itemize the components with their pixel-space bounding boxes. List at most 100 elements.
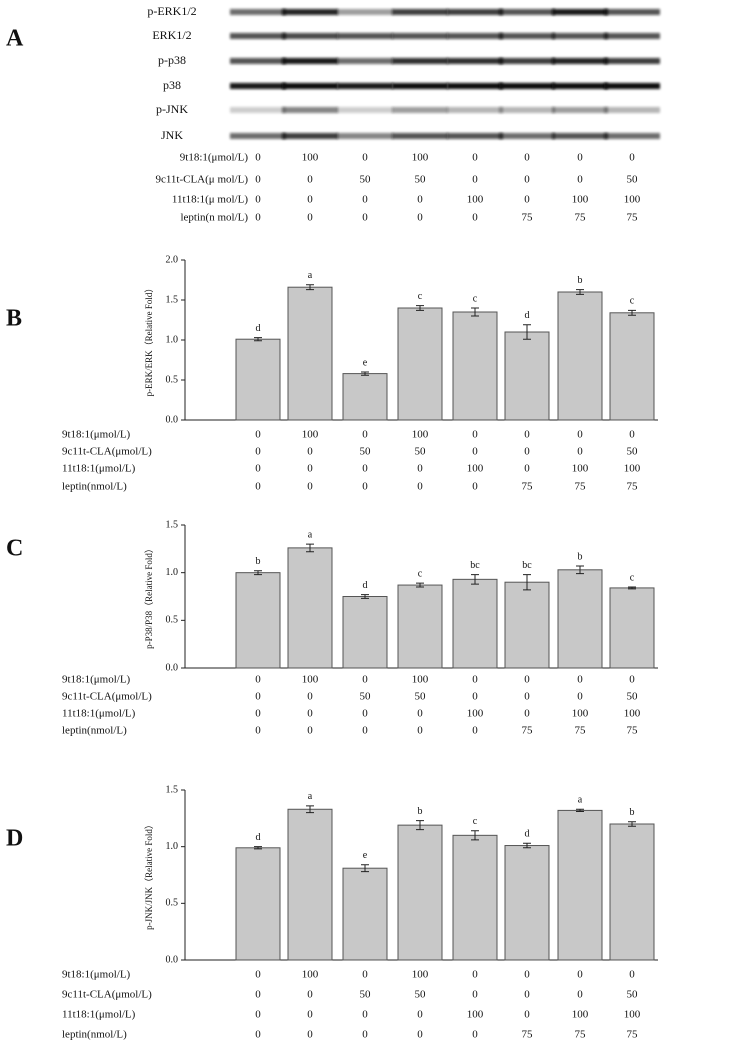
blot-band (552, 133, 608, 139)
blot-band (337, 107, 393, 113)
condition-value: 50 (627, 446, 639, 458)
condition-value: 50 (415, 174, 427, 186)
condition-value: 0 (307, 1009, 313, 1021)
blot-band (447, 107, 503, 113)
blot-band (230, 58, 286, 64)
panel-label: C (6, 536, 23, 562)
condition-value: 0 (577, 174, 583, 186)
condition-label: 9t18:1(μmol/L) (62, 674, 131, 686)
bar (397, 307, 443, 421)
condition-value: 0 (362, 1009, 368, 1021)
y-tick-label: 1.5 (166, 519, 179, 530)
condition-label: 9t18:1(μmol/L) (180, 152, 249, 164)
bar (609, 312, 655, 421)
condition-value: 50 (627, 174, 639, 186)
significance-letter: c (630, 296, 635, 307)
condition-value: 100 (624, 463, 641, 475)
y-tick-label: 1.0 (166, 334, 179, 345)
condition-value: 50 (360, 989, 372, 1001)
error-bar (471, 574, 479, 585)
significance-letter: a (308, 791, 313, 802)
bar (397, 824, 443, 961)
error-bar (361, 371, 369, 376)
condition-value: 100 (302, 429, 319, 441)
significance-letter: a (308, 270, 313, 281)
condition-label: 9c11t-CLA(μmol/L) (62, 691, 152, 703)
blot-band (230, 107, 286, 113)
condition-value: 0 (577, 691, 583, 703)
significance-letter: b (630, 807, 635, 818)
condition-value: 100 (467, 1009, 484, 1021)
condition-value: 0 (255, 691, 261, 703)
error-bar (576, 565, 584, 575)
significance-letter: b (256, 556, 261, 567)
blot-band (282, 9, 338, 15)
bar (452, 311, 498, 421)
blot-band (337, 9, 393, 15)
y-tick-label: 1.0 (166, 841, 179, 852)
condition-value: 0 (524, 446, 530, 458)
condition-value: 0 (472, 989, 478, 1001)
condition-value: 0 (629, 429, 635, 441)
condition-value: 0 (362, 481, 368, 493)
condition-value: 0 (417, 1029, 423, 1041)
condition-value: 100 (624, 708, 641, 720)
condition-value: 0 (524, 429, 530, 441)
significance-letter: d (363, 580, 368, 591)
blot-band (499, 33, 555, 39)
condition-value: 100 (412, 969, 429, 981)
condition-value: 50 (627, 691, 639, 703)
error-bar (416, 820, 424, 831)
blot-band (552, 83, 608, 89)
error-bar (471, 830, 479, 841)
blot-band (499, 9, 555, 15)
blot-band (282, 107, 338, 113)
blot-band (282, 58, 338, 64)
condition-value: 0 (255, 989, 261, 1001)
condition-value: 100 (572, 1009, 589, 1021)
blot-band (230, 83, 286, 89)
condition-value: 0 (417, 708, 423, 720)
blot-band (282, 133, 338, 139)
blot-band (604, 83, 660, 89)
condition-value: 75 (575, 212, 587, 224)
condition-value: 0 (472, 212, 478, 224)
condition-value: 0 (307, 481, 313, 493)
blot-band (392, 83, 448, 89)
blot-band (552, 107, 608, 113)
significance-letter: d (525, 829, 530, 840)
condition-value: 100 (302, 674, 319, 686)
blot-band (392, 133, 448, 139)
blot-band (230, 33, 286, 39)
condition-value: 0 (577, 989, 583, 1001)
condition-value: 50 (360, 691, 372, 703)
error-bar (628, 586, 636, 590)
panel-label: A (6, 26, 24, 52)
condition-value: 75 (627, 725, 639, 737)
blot-band (447, 33, 503, 39)
bar (342, 373, 388, 421)
band-label: p-JNK (156, 102, 188, 116)
blot-band (499, 83, 555, 89)
y-tick-label: 0.5 (166, 615, 179, 626)
condition-value: 0 (255, 674, 261, 686)
condition-value: 0 (307, 725, 313, 737)
condition-value: 0 (362, 1029, 368, 1041)
condition-value: 0 (524, 194, 530, 206)
condition-value: 0 (472, 429, 478, 441)
blot-band (392, 58, 448, 64)
y-axis-label: p-JNK/JNK（Relative Fold） (144, 820, 154, 930)
blot-band (604, 58, 660, 64)
panel-label: D (6, 826, 23, 852)
condition-value: 0 (255, 152, 261, 164)
bar (452, 578, 498, 669)
error-bar (306, 284, 314, 291)
y-tick-label: 0.5 (166, 374, 179, 385)
blot-band (337, 133, 393, 139)
significance-letter: a (308, 529, 313, 540)
condition-value: 0 (307, 194, 313, 206)
condition-value: 100 (412, 429, 429, 441)
blot-band (447, 9, 503, 15)
bar (557, 291, 603, 421)
significance-letter: d (256, 323, 261, 334)
